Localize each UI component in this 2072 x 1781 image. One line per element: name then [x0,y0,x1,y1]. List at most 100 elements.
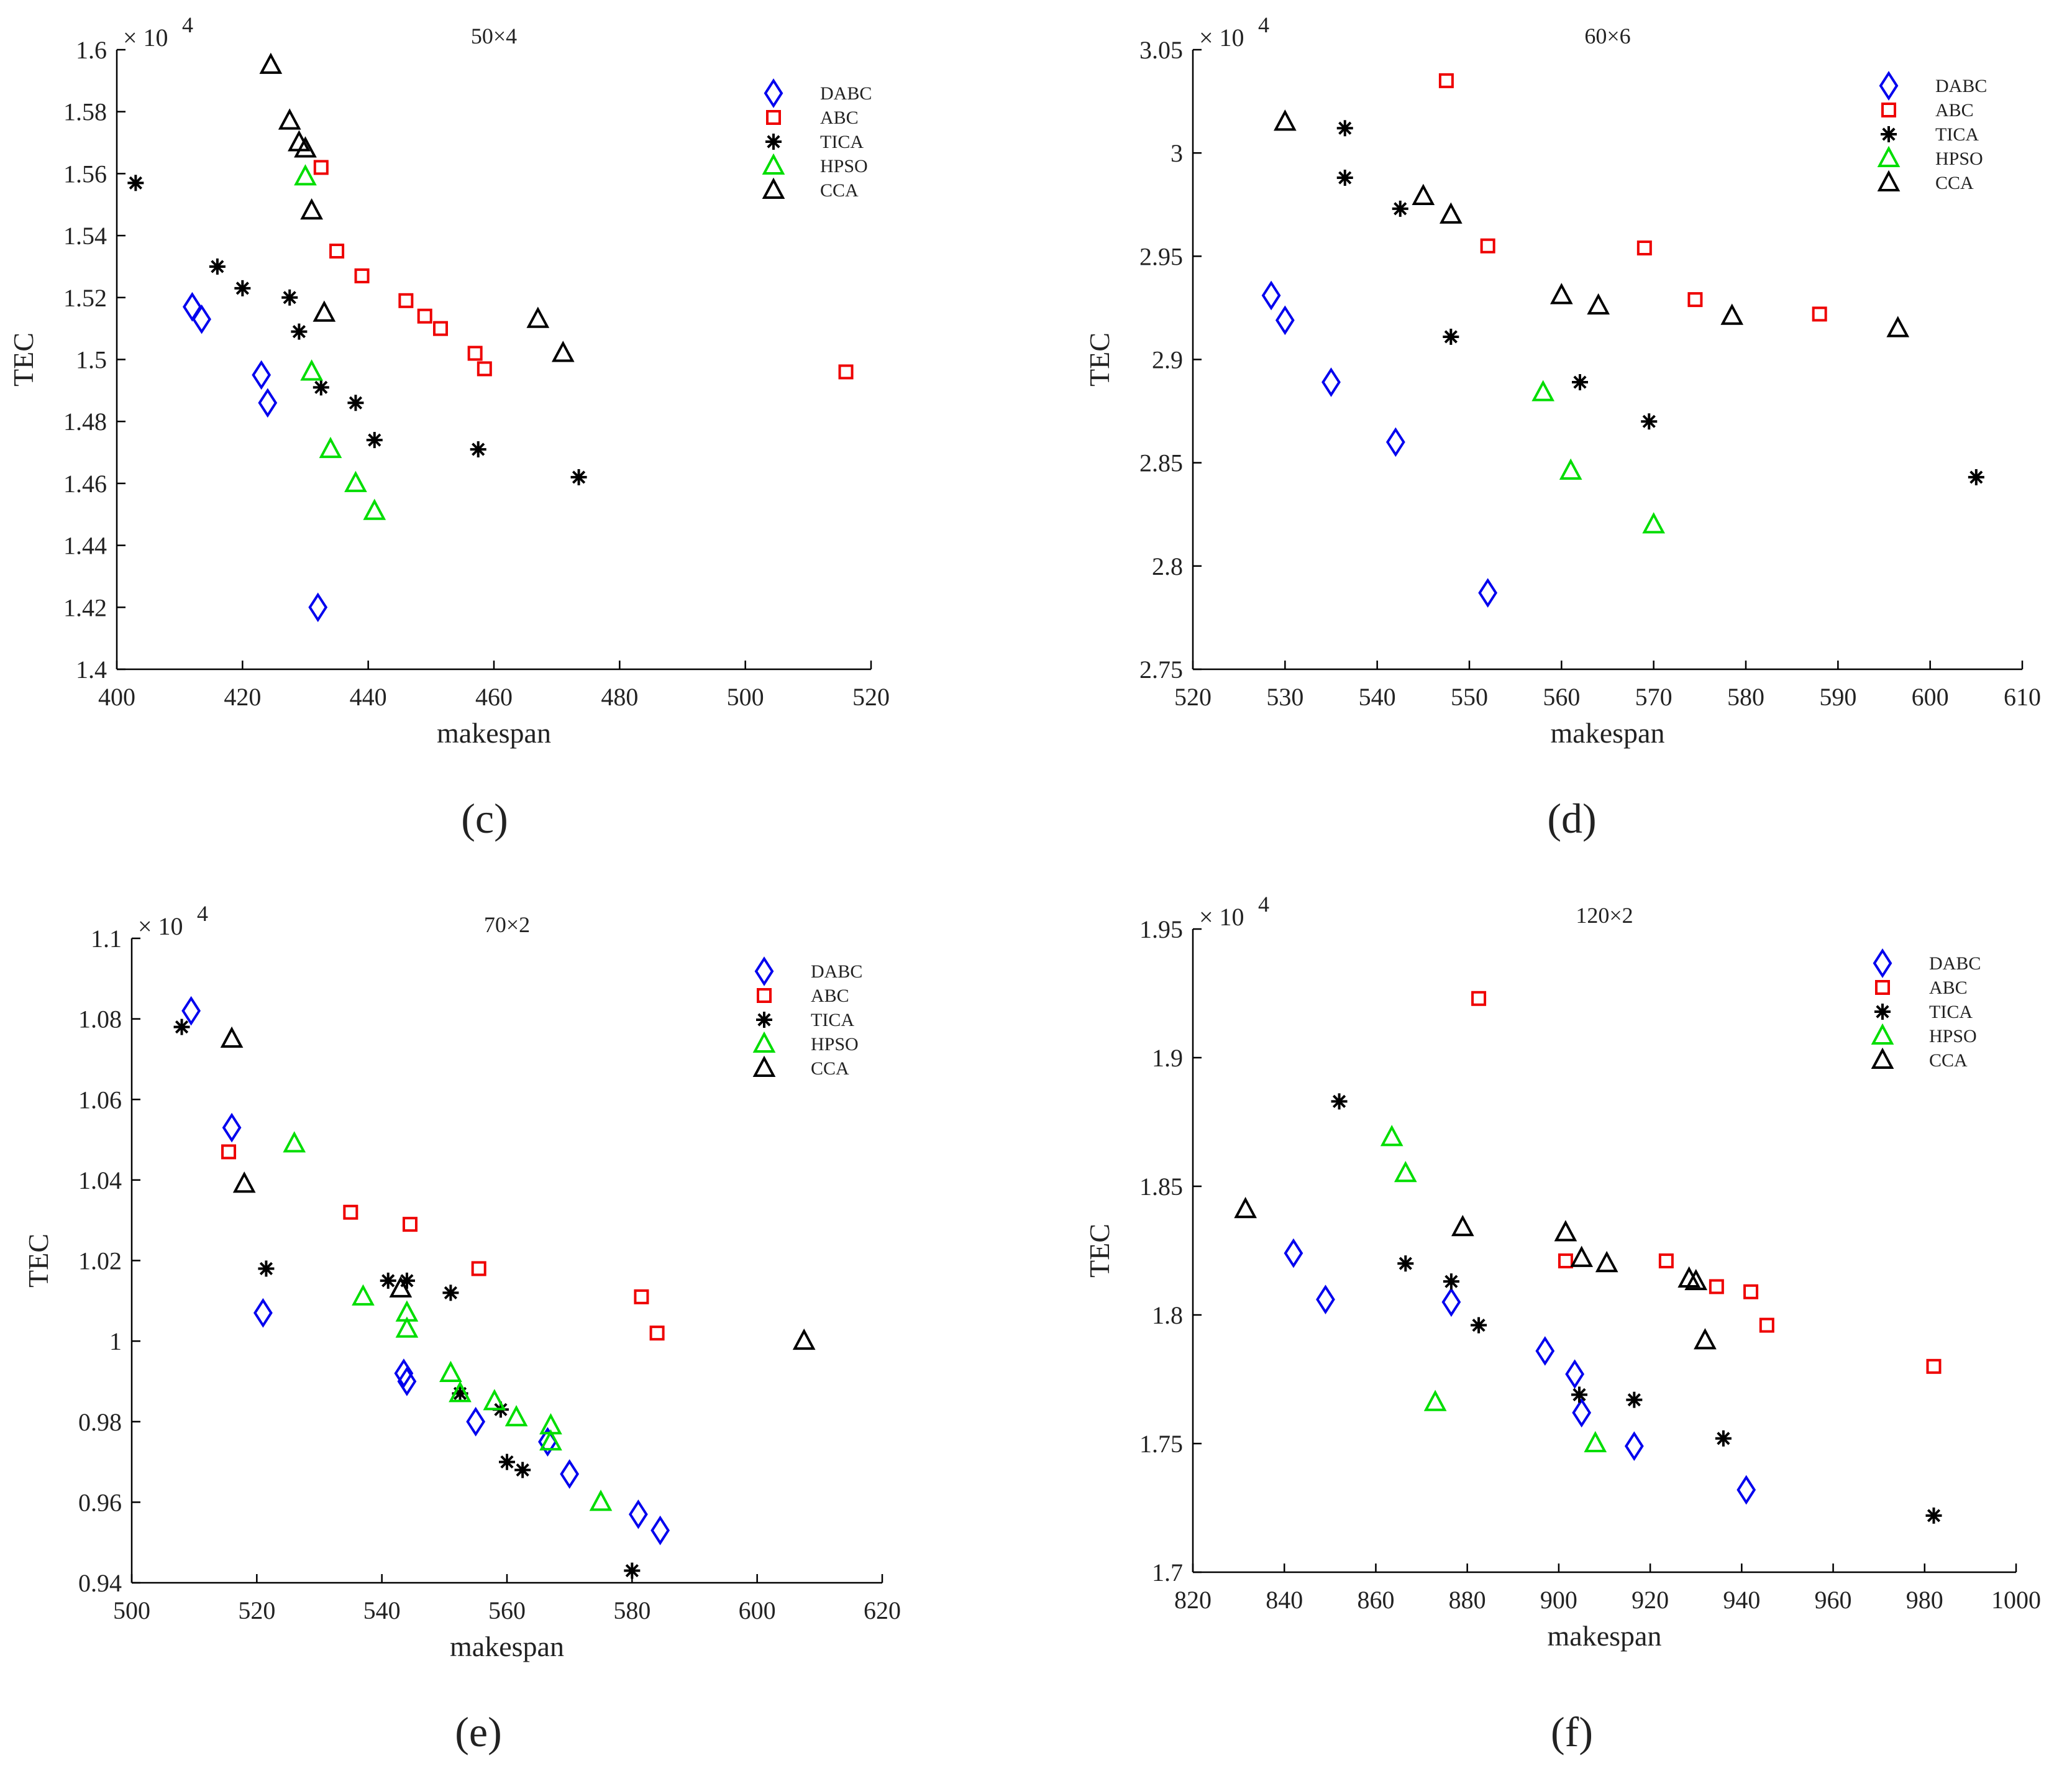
panel-3-point-tica [1397,1255,1414,1272]
panel-0-legend: DABC ABC TICA HPSO CCA [762,78,872,201]
panel-2-point-hpso [504,1405,528,1427]
panel-2-point-abc [402,1217,418,1232]
panel-2-point-dabc [560,1459,580,1489]
panel-0-point-cca [313,300,336,322]
panel-1-panel-label: (d) [1547,795,1596,842]
panel-1-point-abc [1687,292,1703,308]
panel-3-legend-marker-tica [1874,1004,1891,1020]
panel-0-series-dabc [183,291,328,623]
panel-0-x-tick-label: 400 [98,683,135,711]
panel-3-legend-label: CCA [1929,1050,1968,1071]
panel-2-x-axis-label: makespan [450,1631,564,1662]
panel-3-x-tick-label: 820 [1174,1586,1212,1614]
panel-0-y-tick-label: 1.56 [63,160,107,188]
panel-2-point-hpso [395,1316,419,1338]
panel-1-point-dabc [1261,280,1281,311]
panel-1-point-cca [1439,202,1463,224]
panel-3-point-dabc [1624,1431,1644,1461]
panel-1-point-hpso [1559,458,1582,480]
panel-2-y-tick-label: 0.94 [78,1569,122,1597]
panel-0-y-tick-label: 1.42 [63,593,107,621]
panel-2-point-tica [442,1284,459,1301]
panel-2-y-tick-label: 1.04 [78,1166,122,1194]
panel-0-point-tica [291,323,308,340]
panel-0-point-dabc [308,592,328,623]
panel-0-point-cca [278,108,301,130]
panel-2-point-abc [649,1325,665,1341]
panel-1-legend-label: ABC [1935,100,1974,121]
panel-1-x-tick-label: 530 [1266,683,1303,711]
panel-3-y-tick-label: 1.9 [1152,1044,1183,1072]
panel-3-point-cca [1684,1268,1708,1291]
panel-2-point-dabc [650,1515,670,1545]
panel-3-point-abc [1926,1358,1942,1374]
panel-3-series-tica [1331,1093,1942,1524]
panel-3-y-tick-label: 1.95 [1139,915,1183,943]
panel-3-y-scale-label: × 10 [1199,903,1244,931]
panel-0-point-tica [470,441,486,458]
panel-0-point-abc [329,244,345,259]
panel-3-legend: DABC ABC TICA HPSO CCA [1871,948,1981,1071]
panel-1-y-scale-label: × 10 [1199,24,1244,52]
panel-0-point-tica [313,379,329,396]
panel-0-legend-marker-tica [765,134,782,150]
panel-1-x-tick-label: 570 [1635,683,1673,711]
panel-1-point-cca [1886,316,1910,337]
panel-0-point-hpso [294,164,317,186]
panel-2-legend-marker-hpso [752,1031,776,1053]
panel-0-legend-marker-dabc [764,78,783,108]
panel-1-legend-marker-dabc [1879,71,1899,101]
panel-1-point-cca [1720,303,1744,325]
panel-2-point-dabc [253,1298,273,1328]
panel-0-point-abc [477,361,492,377]
panel-3-point-tica [1626,1391,1643,1408]
panel-1-point-cca [1549,283,1573,304]
panel-2-legend-marker-tica [756,1012,772,1028]
panel-0-legend-label: HPSO [820,156,868,176]
panel-2-point-dabc [466,1406,486,1437]
panel-0-point-tica [281,289,298,306]
panel-1-point-dabc [1275,305,1295,336]
panel-3-x-tick-label: 920 [1632,1586,1669,1614]
panel-2-point-cca [232,1171,256,1193]
panel-0-series-cca [259,52,575,362]
panel-0-point-tica [209,258,226,275]
panel-2-panel-label: (e) [455,1708,501,1756]
panel-2-point-tica [173,1019,190,1035]
panel-3-y-tick-label: 1.75 [1139,1430,1183,1458]
panel-3-point-dabc [1572,1398,1592,1428]
panel-3-point-tica [1925,1507,1942,1524]
panel-3-point-cca [1570,1245,1594,1267]
panel-3-point-tica [1471,1317,1487,1334]
panel-0-point-abc [433,321,449,336]
panel-1-y-tick-label: 2.9 [1152,346,1183,374]
panel-2-legend-label: HPSO [811,1034,859,1055]
panel-1-x-tick-label: 540 [1359,683,1396,711]
panel-0-legend-label: TICA [820,132,864,152]
panel-3-x-tick-label: 880 [1449,1586,1486,1614]
panel-1-point-dabc [1321,367,1341,397]
panel-2-point-hpso [283,1131,306,1153]
panel-1-legend-label: HPSO [1935,149,1983,169]
panel-0-y-tick-label: 1.44 [63,532,107,560]
panel-0-point-abc [398,293,414,308]
panel-1-point-tica [1641,413,1658,430]
panel-3-point-hpso [1584,1431,1607,1452]
panel-2-point-dabc [181,996,201,1026]
panel-1-point-tica [1572,374,1588,391]
panel-3-y-tick-label: 1.85 [1139,1173,1183,1201]
panel-0-series-tica [127,175,587,485]
panel-0-legend-marker-abc [766,110,781,125]
panel-3-legend-marker-cca [1871,1047,1894,1069]
panel-2-y-tick-label: 1.08 [78,1005,122,1033]
panel-0-panel-label: (c) [461,795,508,842]
panel-0-y-scale-label: × 10 [123,24,168,52]
panel-1-point-hpso [1531,380,1555,401]
panel-3-x-tick-label: 840 [1266,1586,1303,1614]
panel-2-point-dabc [394,1358,414,1388]
panel-1-point-tica [1392,200,1408,217]
panel-1-y-tick-label: 2.75 [1139,656,1183,684]
panel-3-legend-label: HPSO [1929,1026,1977,1046]
panel-0-point-hpso [363,498,386,520]
